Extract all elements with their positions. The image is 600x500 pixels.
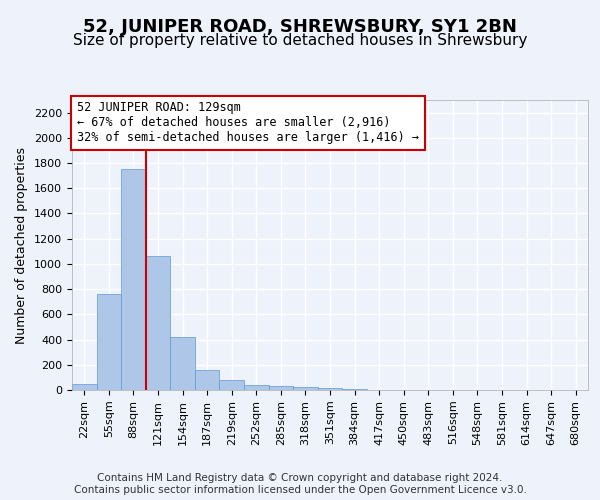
Bar bbox=[72, 384, 97, 390]
Text: Contains HM Land Registry data © Crown copyright and database right 2024.
Contai: Contains HM Land Registry data © Crown c… bbox=[74, 474, 526, 495]
Text: 52 JUNIPER ROAD: 129sqm
← 67% of detached houses are smaller (2,916)
32% of semi: 52 JUNIPER ROAD: 129sqm ← 67% of detache… bbox=[77, 102, 419, 144]
Bar bbox=[293, 387, 318, 390]
Bar bbox=[170, 337, 195, 390]
Bar bbox=[146, 256, 170, 390]
Text: Size of property relative to detached houses in Shrewsbury: Size of property relative to detached ho… bbox=[73, 32, 527, 48]
Bar bbox=[195, 370, 220, 390]
Bar bbox=[244, 384, 269, 390]
Bar bbox=[121, 170, 146, 390]
Bar bbox=[97, 294, 121, 390]
Y-axis label: Number of detached properties: Number of detached properties bbox=[16, 146, 28, 344]
Bar bbox=[318, 388, 342, 390]
Text: 52, JUNIPER ROAD, SHREWSBURY, SY1 2BN: 52, JUNIPER ROAD, SHREWSBURY, SY1 2BN bbox=[83, 18, 517, 36]
Bar bbox=[342, 388, 367, 390]
Bar bbox=[269, 386, 293, 390]
Bar bbox=[220, 380, 244, 390]
